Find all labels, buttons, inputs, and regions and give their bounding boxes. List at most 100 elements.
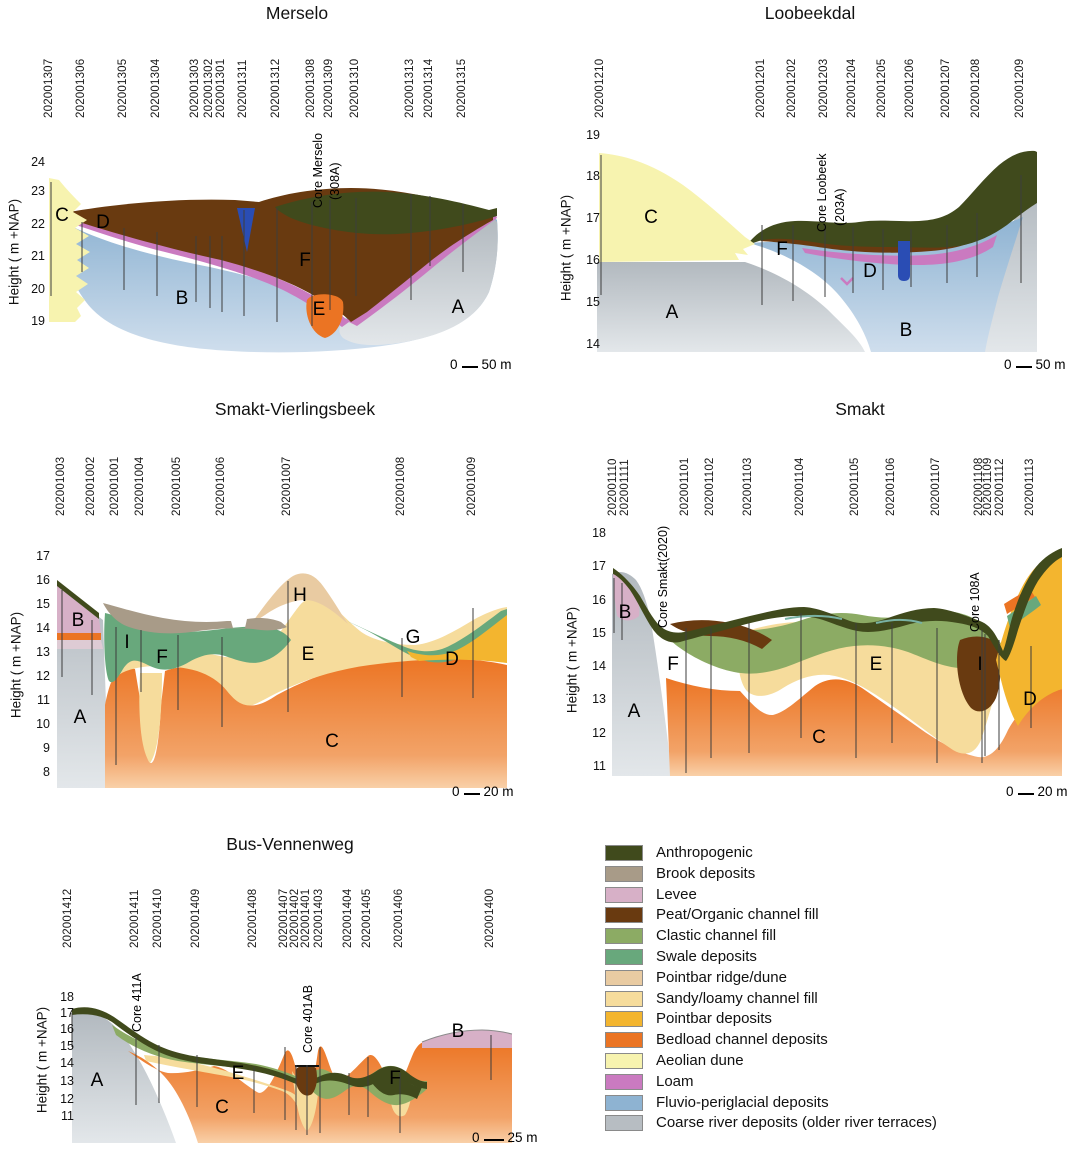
borehole-label: 202001202 [786,58,798,118]
borehole-label: 202001305 [117,58,129,118]
unit-letter-A: A [627,701,641,722]
unit-letter-F: F [776,239,788,260]
legend-swatch-fluvio [605,1094,643,1111]
borehole-lines [61,581,474,765]
core-label: Core Merselo [311,132,325,208]
borehole-label: 202001312 [270,58,282,118]
borehole-label: 202001410 [152,888,164,948]
unit-peat-pocket [295,1065,317,1096]
unit-letter-A: A [90,1070,104,1091]
y-tick-smakt-vierlingsbeek: 11 [37,693,50,707]
legend-swatch-pointbar [605,1011,643,1028]
borehole-label: 202001304 [150,58,162,118]
y-tick-loobeekdal: 19 [586,128,600,142]
borehole-label: 202001409 [190,888,202,948]
borehole-label: 202001306 [75,58,87,118]
unit-loam-d [802,235,997,265]
unit-pale-levee [57,640,103,649]
unit-coarse-a [72,1012,176,1143]
unit-letter-F: F [667,654,679,675]
unit-letter-B: B [71,610,85,631]
unit-clastic-f [668,610,1004,674]
legend-swatch-aeolian [605,1052,643,1069]
unit-bedload-c [666,678,1062,776]
y-tick-bus-vennenweg: 16 [60,1022,74,1036]
y-tick-merselo: 24 [31,155,45,169]
legend-swatch-levee [605,886,643,903]
legend-swatch-bedload [605,1032,643,1049]
borehole-label: 202001001 [109,456,121,516]
scale-bar-loobeekdal: 0 50 m [1004,357,1066,372]
y-tick-smakt-vierlingsbeek: 17 [36,549,50,563]
borehole-label: 202001311 [237,59,249,118]
borehole-label: 202001103 [742,457,754,516]
borehole-label: 202001303 [189,58,201,118]
borehole-label: 202001105 [849,457,861,516]
borehole-label: 202001313 [404,58,416,118]
legend-label: Peat/Organic channel fill [656,906,819,924]
panel-title-merselo: Merselo [265,3,329,23]
y-tick-bus-vennenweg: 17 [60,1006,74,1020]
scale-bar-smakt: 0 20 m [1006,784,1068,799]
borehole-label: 202001314 [423,58,435,118]
unit-letter-H: H [293,585,307,606]
legend-label: Pointbar ridge/dune [656,968,787,986]
borehole-label: 202001411 [129,889,141,948]
borehole-label: 202001107 [930,457,942,516]
unit-anthropogenic-pocket [372,1074,422,1099]
legend-item-brook: Brook deposits [605,865,937,882]
unit-letter-B: B [175,288,189,309]
panel-title-bus-vennenweg: Bus-Vennenweg [226,834,354,854]
y-tick-smakt: 18 [592,526,606,540]
unit-pointbar-ridge-h [251,573,348,624]
y-tick-loobeekdal: 18 [586,169,600,183]
borehole-label: 202001203 [818,58,830,118]
unit-peat-left [670,620,772,649]
y-tick-smakt-vierlingsbeek: 9 [43,741,50,755]
y-tick-smakt-vierlingsbeek: 16 [36,573,50,587]
legend-swatch-peat [605,907,643,924]
loam-chevron [840,277,854,286]
unit-letter-I: I [124,632,130,653]
borehole-label: 202001004 [134,456,146,516]
panel-title-loobeekdal: Loobeekdal [764,3,856,23]
unit-letter-G: G [405,627,421,648]
y-tick-merselo: 21 [31,249,45,263]
unit-letter-E: E [312,299,326,320]
y-tick-loobeekdal: 14 [586,337,600,351]
core-label: (203A) [833,188,847,226]
core-label: Core Loobeek [815,153,829,232]
borehole-label: 202001201 [755,58,767,118]
levee-top-line [421,1029,513,1043]
borehole-label: 202001403 [313,888,325,948]
unit-letter-C: C [325,731,339,752]
scale-zero: 0 [452,784,460,799]
unit-peat-i [957,636,1001,712]
unit-letter-F: F [389,1068,401,1089]
y-tick-smakt-vierlingsbeek: 15 [36,597,50,611]
unit-pointbar-d [407,615,507,663]
y-tick-bus-vennenweg: 12 [60,1092,74,1106]
legend-item-bedload: Bedload channel deposits [605,1032,937,1049]
y-tick-loobeekdal: 15 [586,295,600,309]
scale-distance: 25 m [507,1130,538,1145]
cross-section-bus-vennenweg [71,1007,513,1143]
borehole-label: 202001301 [215,58,227,118]
y-tick-loobeekdal: 16 [586,253,600,267]
y-tick-bus-vennenweg: 18 [60,990,74,1004]
legend-label: Fluvio-periglacial deposits [656,1093,829,1111]
unit-letter-F: F [156,647,168,668]
borehole-label: 202001208 [970,58,982,118]
borehole-label: 202001206 [904,58,916,118]
legend-item-anthropogenic: Anthropogenic [605,845,937,861]
legend-item-peat: Peat/Organic channel fill [605,906,937,924]
unit-clastic-f [112,1025,427,1106]
scale-bar-bus-vennenweg: 0 25 m [472,1130,538,1145]
cross-section-smakt [612,548,1062,776]
unit-letter-D: D [96,212,110,233]
unit-levee-b [422,1030,512,1048]
legend-swatch-sandy [605,990,643,1007]
scale-distance: 20 m [1037,784,1068,799]
legend-label: Levee [656,885,697,903]
